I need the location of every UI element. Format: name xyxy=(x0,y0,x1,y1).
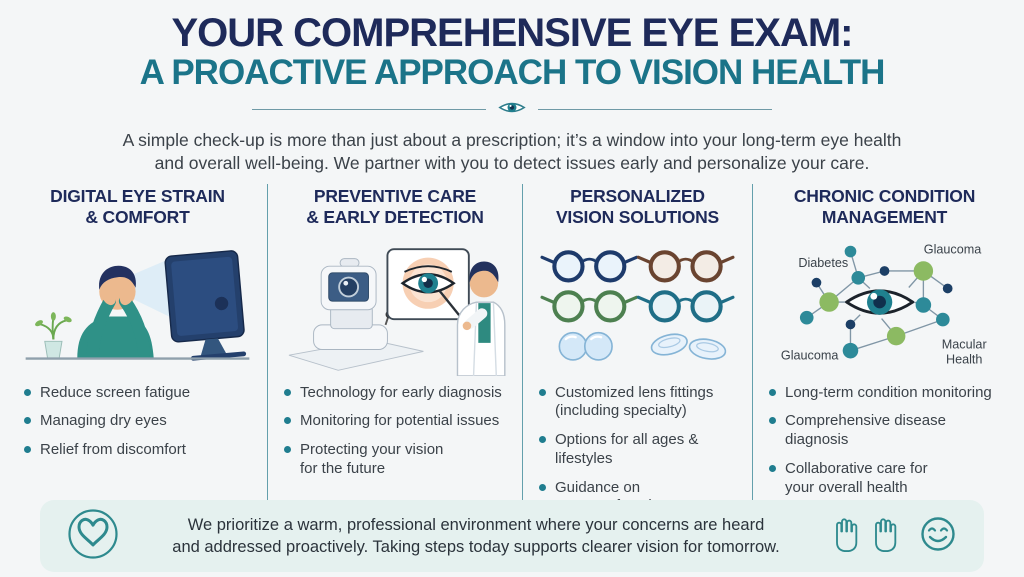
bullet-dot xyxy=(284,446,291,454)
bullet-dot xyxy=(769,388,776,396)
glasses-navy-icon xyxy=(540,249,639,283)
glasses-teal-icon xyxy=(636,289,735,323)
network-label-diabetes: Diabetes xyxy=(798,256,848,270)
computer-monitor-icon xyxy=(164,249,247,361)
bullet-item: Reduce screen fatigue xyxy=(24,384,257,403)
network-label-health: Health xyxy=(946,352,983,366)
optometrist-exam-illustration xyxy=(278,234,512,376)
contact-lenses-icon xyxy=(558,331,613,361)
glasses-tortoise-icon xyxy=(636,249,735,283)
bullet-item: Collaborative care for your overall heal… xyxy=(769,460,1006,498)
bullet-item: Long-term condition monitoring xyxy=(769,384,1006,403)
bullet-dot xyxy=(284,388,291,396)
bullet-item: Protecting your vision for the future xyxy=(284,441,512,479)
network-label-glaucoma-bottom: Glaucoma xyxy=(781,348,840,362)
person-rubbing-eyes-illustration xyxy=(18,234,257,376)
footer-message: We prioritize a warm, professional envir… xyxy=(138,514,814,559)
raised-hand-icon xyxy=(832,514,862,559)
bullet-list: Reduce screen fatigue Managing dry eyes … xyxy=(18,384,257,460)
footer-right-icons xyxy=(832,514,958,559)
eye-diagram-board xyxy=(386,247,470,320)
column-digital-eye-strain: DIGITAL EYE STRAIN & COMFORT xyxy=(8,184,268,527)
bullet-item: Customized lens fittings (including spec… xyxy=(539,384,742,422)
bullet-item: Technology for early diagnosis xyxy=(284,384,512,403)
smiley-face-icon xyxy=(918,514,958,559)
eye-condition-network-illustration: Diabetes Glaucoma Glaucoma Macular Healt… xyxy=(763,234,1006,376)
divider-line-left xyxy=(252,109,486,111)
bullet-item: Monitoring for potential issues xyxy=(284,412,512,431)
bullet-item: Comprehensive disease diagnosis xyxy=(769,412,1006,450)
network-label-macular: Macular xyxy=(942,337,987,351)
header: YOUR COMPREHENSIVE EYE EXAM: A PROACTIVE… xyxy=(0,10,1024,175)
column-title: CHRONIC CONDITION MANAGEMENT xyxy=(793,186,976,228)
bullet-dot xyxy=(769,464,776,472)
bullet-dot xyxy=(24,388,31,396)
bullet-item: Options for all ages & lifestyles xyxy=(539,431,742,469)
plant-icon xyxy=(35,311,72,359)
page-subtitle: A PROACTIVE APPROACH TO VISION HEALTH xyxy=(139,53,886,92)
doctor-figure xyxy=(456,261,506,376)
bullet-dot xyxy=(539,436,546,444)
network-label-glaucoma-top: Glaucoma xyxy=(924,242,983,256)
page-title: YOUR COMPREHENSIVE EYE EXAM: xyxy=(171,11,853,55)
bullet-dot xyxy=(539,483,546,491)
bullet-list: Long-term condition monitoring Comprehen… xyxy=(763,384,1006,498)
footer-banner: We prioritize a warm, professional envir… xyxy=(40,500,984,572)
contact-lenses-curved-icon xyxy=(650,333,727,360)
intro-text: A simple check-up is more than just abou… xyxy=(0,129,1024,175)
eyewear-illustration xyxy=(533,234,742,376)
bullet-dot xyxy=(539,388,546,396)
bullet-item: Relief from discomfort xyxy=(24,441,257,460)
column-title: PREVENTIVE CARE & EARLY DETECTION xyxy=(306,186,484,228)
column-preventive-care: PREVENTIVE CARE & EARLY DETECTION xyxy=(268,184,523,527)
column-title: DIGITAL EYE STRAIN & COMFORT xyxy=(50,186,225,228)
column-personalized-solutions: PERSONALIZED VISION SOLUTIONS xyxy=(523,184,753,527)
raised-hand-icon xyxy=(871,514,901,559)
heart-in-circle-icon xyxy=(66,507,120,566)
footer-line-2: and addressed proactively. Taking steps … xyxy=(172,538,780,556)
header-divider xyxy=(252,99,772,121)
central-eye-icon xyxy=(845,289,915,315)
bullet-dot xyxy=(24,417,31,425)
column-chronic-condition: CHRONIC CONDITION MANAGEMENT xyxy=(753,184,1016,526)
footer-line-1: We prioritize a warm, professional envir… xyxy=(187,515,765,534)
eye-exam-device-icon xyxy=(313,257,394,350)
divider-line-right xyxy=(538,109,772,111)
intro-line-2: and overall well-being. We partner with … xyxy=(154,152,870,173)
bullet-list: Customized lens fittings (including spec… xyxy=(533,384,742,517)
intro-line-1: A simple check-up is more than just abou… xyxy=(122,129,902,150)
tired-person-figure xyxy=(77,265,154,359)
bullet-dot xyxy=(769,417,776,425)
screen-light-beam xyxy=(105,258,170,317)
bullet-list: Technology for early diagnosis Monitorin… xyxy=(278,384,512,479)
column-title: PERSONALIZED VISION SOLUTIONS xyxy=(555,186,720,228)
network-nodes xyxy=(799,245,953,359)
bullet-dot xyxy=(24,446,31,454)
eye-icon xyxy=(498,99,526,121)
bullet-dot xyxy=(284,417,291,425)
bullet-item: Managing dry eyes xyxy=(24,412,257,431)
glasses-green-icon xyxy=(540,289,639,323)
content-columns: DIGITAL EYE STRAIN & COMFORT xyxy=(8,184,1016,527)
